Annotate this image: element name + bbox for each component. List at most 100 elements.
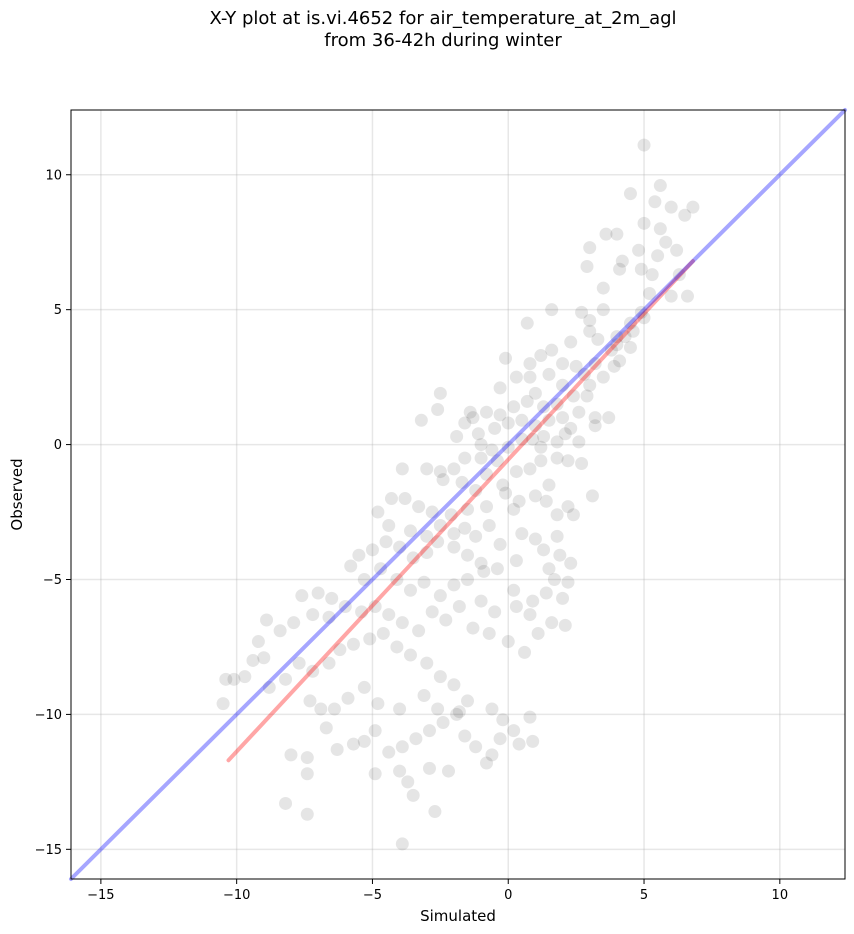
- data-point: [314, 702, 328, 716]
- data-point: [363, 632, 377, 646]
- data-point: [395, 837, 409, 851]
- data-point: [580, 259, 594, 273]
- data-point: [526, 432, 540, 446]
- data-point: [651, 249, 665, 263]
- data-point: [420, 529, 434, 543]
- x-axis-label: Simulated: [420, 907, 496, 925]
- data-point: [561, 454, 575, 468]
- data-point: [447, 678, 461, 692]
- data-point: [422, 724, 436, 738]
- data-point: [458, 729, 472, 743]
- data-point: [371, 505, 385, 519]
- data-point: [637, 311, 651, 325]
- data-point: [357, 680, 371, 694]
- grid: [71, 110, 845, 879]
- data-point: [319, 721, 333, 735]
- data-point: [344, 559, 358, 573]
- data-point: [678, 208, 692, 222]
- data-point: [501, 416, 515, 430]
- data-point: [496, 713, 510, 727]
- data-point: [515, 432, 529, 446]
- data-point: [556, 411, 570, 425]
- data-point: [330, 742, 344, 756]
- data-point: [550, 435, 564, 449]
- data-point: [645, 268, 659, 282]
- data-point: [482, 626, 496, 640]
- y-tick-label: 0: [54, 438, 62, 453]
- data-point: [545, 616, 559, 630]
- data-point: [509, 370, 523, 384]
- data-point: [526, 734, 540, 748]
- data-point: [485, 748, 499, 762]
- data-point: [417, 689, 431, 703]
- y-tick-label: −5: [43, 573, 62, 588]
- data-point: [553, 548, 567, 562]
- data-point: [300, 807, 314, 821]
- data-point: [523, 710, 537, 724]
- data-point: [539, 586, 553, 600]
- data-point: [534, 440, 548, 454]
- chart-title-block: X-Y plot at is.vi.4652 for air_temperatu…: [0, 8, 854, 52]
- chart-subtitle: from 36-42h during winter: [324, 30, 562, 51]
- data-point: [365, 543, 379, 557]
- data-point: [447, 527, 461, 541]
- data-point: [433, 465, 447, 479]
- data-point: [534, 349, 548, 363]
- data-point: [623, 316, 637, 330]
- data-point: [393, 540, 407, 554]
- data-point: [352, 548, 366, 562]
- data-point: [417, 575, 431, 589]
- data-point: [395, 462, 409, 476]
- data-point: [384, 492, 398, 506]
- data-point: [632, 243, 646, 257]
- data-point: [686, 200, 700, 214]
- data-point: [458, 521, 472, 535]
- data-point: [556, 378, 570, 392]
- data-point: [610, 227, 624, 241]
- data-point: [414, 413, 428, 427]
- data-point: [550, 529, 564, 543]
- data-point: [447, 462, 461, 476]
- data-point: [523, 462, 537, 476]
- data-point: [455, 475, 469, 489]
- data-point: [431, 702, 445, 716]
- chart-title: X-Y plot at is.vi.4652 for air_temperatu…: [209, 8, 677, 29]
- data-point: [338, 599, 352, 613]
- data-point: [322, 610, 336, 624]
- data-point: [613, 354, 627, 368]
- data-point: [583, 378, 597, 392]
- data-point: [520, 316, 534, 330]
- data-point: [507, 724, 521, 738]
- data-point: [515, 413, 529, 427]
- data-point: [569, 359, 583, 373]
- data-point: [575, 305, 589, 319]
- data-point: [485, 443, 499, 457]
- data-point: [537, 429, 551, 443]
- fit-lines: [69, 108, 847, 881]
- data-point: [452, 599, 466, 613]
- data-point: [368, 767, 382, 781]
- data-point: [680, 289, 694, 303]
- data-point: [653, 179, 667, 193]
- data-point: [531, 626, 545, 640]
- data-point: [558, 618, 572, 632]
- data-point: [542, 367, 556, 381]
- data-point: [469, 740, 483, 754]
- data-point: [583, 241, 597, 255]
- data-point: [482, 519, 496, 533]
- data-point: [325, 591, 339, 605]
- data-point: [523, 370, 537, 384]
- data-point: [539, 494, 553, 508]
- data-point: [379, 535, 393, 549]
- data-point: [425, 605, 439, 619]
- data-point: [428, 805, 442, 819]
- data-point: [425, 505, 439, 519]
- data-point: [450, 429, 464, 443]
- data-point: [480, 467, 494, 481]
- data-point: [466, 621, 480, 635]
- data-point: [653, 222, 667, 236]
- data-point: [572, 405, 586, 419]
- y-tick-label: −10: [35, 708, 62, 723]
- data-point: [588, 411, 602, 425]
- data-point: [357, 572, 371, 586]
